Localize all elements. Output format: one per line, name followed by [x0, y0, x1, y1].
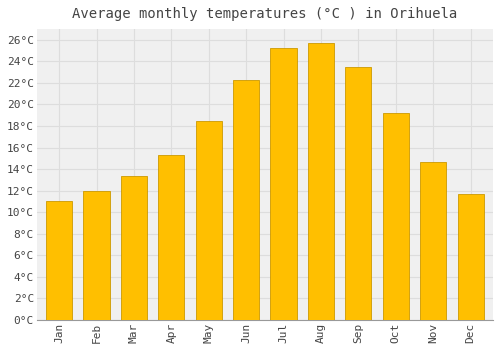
- Title: Average monthly temperatures (°C ) in Orihuela: Average monthly temperatures (°C ) in Or…: [72, 7, 458, 21]
- Bar: [270, 48, 296, 320]
- Bar: [346, 67, 372, 320]
- Bar: [458, 194, 483, 320]
- Bar: [382, 113, 409, 320]
- Bar: [46, 202, 72, 320]
- Bar: [121, 176, 147, 320]
- Bar: [84, 191, 110, 320]
- Bar: [233, 80, 260, 320]
- Bar: [196, 121, 222, 320]
- Bar: [308, 43, 334, 320]
- Bar: [158, 155, 184, 320]
- Bar: [420, 162, 446, 320]
